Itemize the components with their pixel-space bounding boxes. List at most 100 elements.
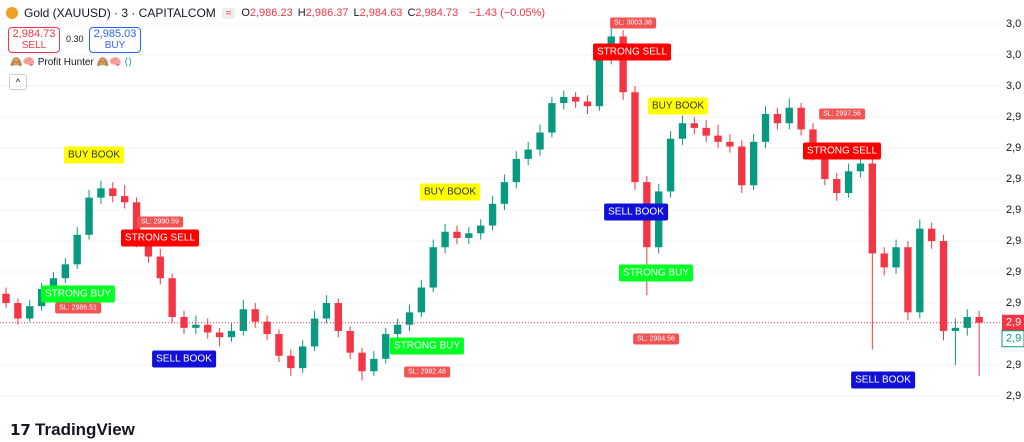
- candle-body: [61, 264, 70, 279]
- y-tick-label: 3,0: [1006, 49, 1021, 61]
- y-tick-label: 2,9: [1006, 359, 1021, 371]
- footer-logo: 𝟭𝟳 TradingView: [10, 420, 135, 439]
- symbol[interactable]: Gold (XAUUSD) · 3 · CAPITALCOM: [24, 6, 216, 20]
- candle-body: [809, 129, 817, 155]
- candle-body: [738, 146, 746, 186]
- candle-body: [963, 316, 971, 328]
- candle-body: [892, 247, 900, 268]
- header: Gold (XAUUSD) · 3 · CAPITALCOM ≈ O2,986.…: [6, 6, 545, 20]
- ohlc-key: L: [353, 7, 360, 19]
- candle-body: [595, 58, 604, 107]
- buy-label: BUY: [104, 40, 126, 51]
- candle-body: [49, 278, 58, 290]
- signal-label: SL: 2982.46: [404, 366, 450, 378]
- candle-body: [251, 309, 259, 322]
- candle-body: [500, 182, 509, 204]
- bid-label: 2,9: [1006, 333, 1021, 345]
- bid-box: [1001, 330, 1024, 348]
- candle-body: [797, 107, 805, 130]
- y-tick-label: 2,9: [1006, 266, 1021, 278]
- signal-label: STRONG SELL: [802, 142, 882, 160]
- candle-body: [310, 318, 319, 347]
- candle-body: [26, 306, 34, 319]
- y-tick-label: 2,9: [1006, 297, 1021, 309]
- logo-text: TradingView: [35, 420, 135, 439]
- ohlc-value: 2,986.37: [305, 7, 349, 19]
- signal-label: STRONG SELL: [120, 229, 200, 247]
- candle-body: [263, 321, 271, 335]
- sell-price: 2,984.73: [12, 28, 56, 40]
- candle-body: [975, 316, 983, 323]
- candle-body: [477, 225, 485, 234]
- candle-body: [14, 303, 22, 319]
- sell-button[interactable]: 2,984.73 SELL: [8, 27, 60, 53]
- y-tick-label: 2,9: [1006, 111, 1021, 123]
- candle-body: [287, 355, 295, 369]
- signal-label: SL: 2997.56: [819, 108, 865, 120]
- candle-body: [417, 287, 426, 313]
- candle-body: [749, 141, 758, 186]
- signal-label: STRONG SELL: [592, 43, 672, 61]
- buy-button[interactable]: 2,985.03 BUY: [89, 27, 141, 53]
- signal-label: BUY BOOK: [63, 146, 125, 164]
- candle-body: [773, 113, 782, 124]
- y-tick-label: 3,0: [1006, 18, 1021, 30]
- ohlc-key: H: [297, 7, 306, 19]
- candle-body: [120, 196, 129, 203]
- price-box: [1002, 314, 1024, 331]
- candle-body: [714, 135, 722, 142]
- signal-label: BUY BOOK: [419, 183, 481, 201]
- spread: 0.30: [66, 34, 84, 44]
- candle-body: [833, 179, 841, 193]
- candle-body: [405, 312, 414, 325]
- indicator[interactable]: 🙈🧠 Profit Hunter 🙈🧠 ⟨⟩: [10, 57, 133, 68]
- candle-body: [370, 358, 378, 372]
- candle-body: [239, 309, 248, 331]
- signal-label: SELL BOOK: [152, 350, 216, 368]
- candle-body: [156, 256, 164, 279]
- candle-body: [488, 203, 497, 226]
- candle-body: [322, 303, 331, 319]
- signal-label: SL: 2990.59: [137, 216, 183, 228]
- candle-body: [192, 324, 200, 328]
- ohlc: O2,986.23 H2,986.37 L2,984.63 C2,984.73: [241, 7, 463, 19]
- candle-body: [512, 158, 520, 183]
- candle-body: [821, 154, 829, 180]
- signal-label: BUY BOOK: [647, 97, 709, 115]
- candle-body: [631, 92, 639, 183]
- candle-body: [334, 303, 342, 331]
- candle-body: [524, 149, 532, 159]
- candle-body: [619, 36, 627, 93]
- candle-body: [927, 228, 936, 242]
- market-icon[interactable]: ≈: [221, 7, 236, 19]
- ohlc-value: 2,984.63: [359, 7, 403, 19]
- candle-body: [429, 247, 437, 288]
- candle-body: [951, 327, 960, 331]
- ohlc-value: 2,986.23: [249, 7, 293, 19]
- candle-body: [215, 332, 224, 338]
- candle-body: [275, 334, 283, 356]
- collapse-button[interactable]: ^: [9, 74, 27, 90]
- sell-label: SELL: [21, 40, 47, 51]
- candle-body: [465, 233, 473, 238]
- signal-label: STRONG BUY: [618, 264, 694, 282]
- candle-body: [761, 113, 770, 142]
- ohlc-key: O: [241, 7, 250, 19]
- candle-body: [168, 278, 176, 317]
- signal-label: STRONG BUY: [389, 337, 465, 355]
- candle-body: [571, 96, 580, 102]
- price-label: 2,9: [1006, 317, 1021, 329]
- candle-body: [726, 141, 734, 147]
- candle-body: [453, 231, 461, 238]
- candle-body: [441, 231, 449, 248]
- indicator-name: Profit Hunter: [37, 57, 94, 68]
- signal-label: SL: 2984.56: [633, 333, 679, 345]
- signal-label: SELL BOOK: [604, 203, 668, 221]
- signal-label: STRONG BUY: [40, 285, 116, 303]
- candle-body: [856, 163, 865, 172]
- ohlc-key: C: [407, 7, 416, 19]
- change: −1.43 (−0.05%): [469, 7, 546, 19]
- y-tick-label: 2,9: [1006, 235, 1021, 247]
